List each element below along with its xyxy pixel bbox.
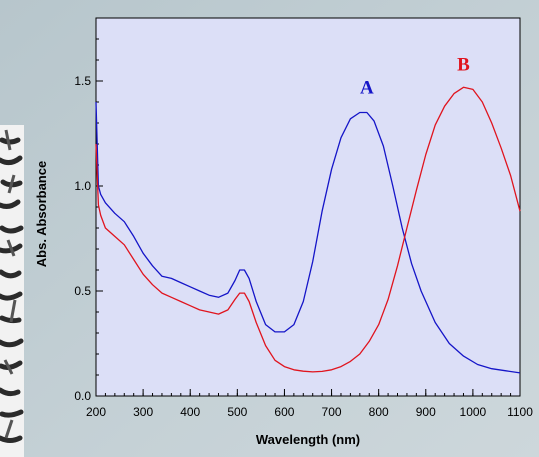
y-tick-label: 0.0 [74, 389, 91, 403]
x-tick-label: 500 [227, 405, 247, 419]
x-tick-label: 1000 [460, 405, 487, 419]
series-b-line [95, 86, 521, 373]
x-tick-label: 300 [133, 405, 153, 419]
x-tick-label: 700 [322, 405, 342, 419]
annotation-layer: AB [360, 55, 470, 99]
series-a-label: A [360, 78, 374, 99]
x-tick-label: 900 [416, 405, 436, 419]
y-tick-label: 0.5 [74, 284, 91, 298]
y-axis-title: Abs. Absorbance [34, 161, 49, 267]
plot-area [95, 17, 521, 397]
x-tick-label: 1100 [507, 405, 533, 419]
series-a-line [95, 101, 521, 374]
x-tick-label: 600 [274, 405, 294, 419]
x-axis-title: Wavelength (nm) [256, 432, 360, 447]
series-layer [95, 86, 521, 374]
x-tick-label: 400 [180, 405, 200, 419]
micrograph-strip [0, 125, 24, 457]
y-axis-ticks: 0.0 0.5 1.0 1.5 [74, 74, 103, 403]
y-tick-label: 1.5 [74, 74, 91, 88]
x-axis-ticks: 200 300 400 500 600 700 800 900 1000 1100 [86, 389, 533, 419]
y-tick-label: 1.0 [74, 179, 91, 193]
x-tick-label: 200 [86, 405, 106, 419]
x-tick-label: 800 [369, 405, 389, 419]
series-b-label: B [457, 55, 470, 76]
